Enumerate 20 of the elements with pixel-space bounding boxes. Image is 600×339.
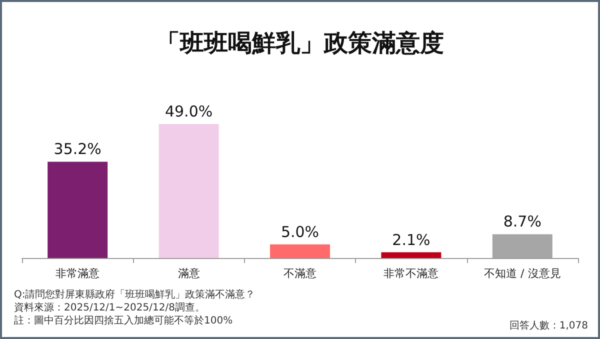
bar	[381, 252, 442, 258]
source-note: 資料來源：2025/12/1~2025/12/8調查。	[14, 302, 205, 314]
chart-title: 「班班喝鮮乳」政策滿意度	[156, 29, 444, 57]
bar	[48, 162, 108, 258]
x-tick-label: 非常滿意	[56, 267, 100, 280]
bar	[158, 124, 219, 258]
bar	[492, 234, 552, 258]
x-tick-label: 非常不滿意	[384, 267, 439, 280]
text: 註：圖中百分比因四捨五入加總可能不等於100%	[14, 314, 233, 326]
data-label: 49.0%	[164, 102, 213, 120]
x-tick-label: 不知道 / 沒意見	[484, 267, 561, 280]
data-label: 2.1%	[392, 230, 430, 249]
bar	[270, 244, 330, 258]
x-tick-label: 不滿意	[284, 267, 316, 280]
data-label: 35.2%	[54, 140, 102, 158]
x-tick-label: 滿意	[178, 267, 200, 280]
text: 回答人數：1,078	[509, 320, 588, 332]
text: Q:請問您對屏東縣政府「班班喝鮮乳」政策滿不滿意？	[14, 288, 256, 300]
data-label: 5.0%	[280, 222, 320, 241]
data-label: 8.7%	[503, 212, 542, 231]
